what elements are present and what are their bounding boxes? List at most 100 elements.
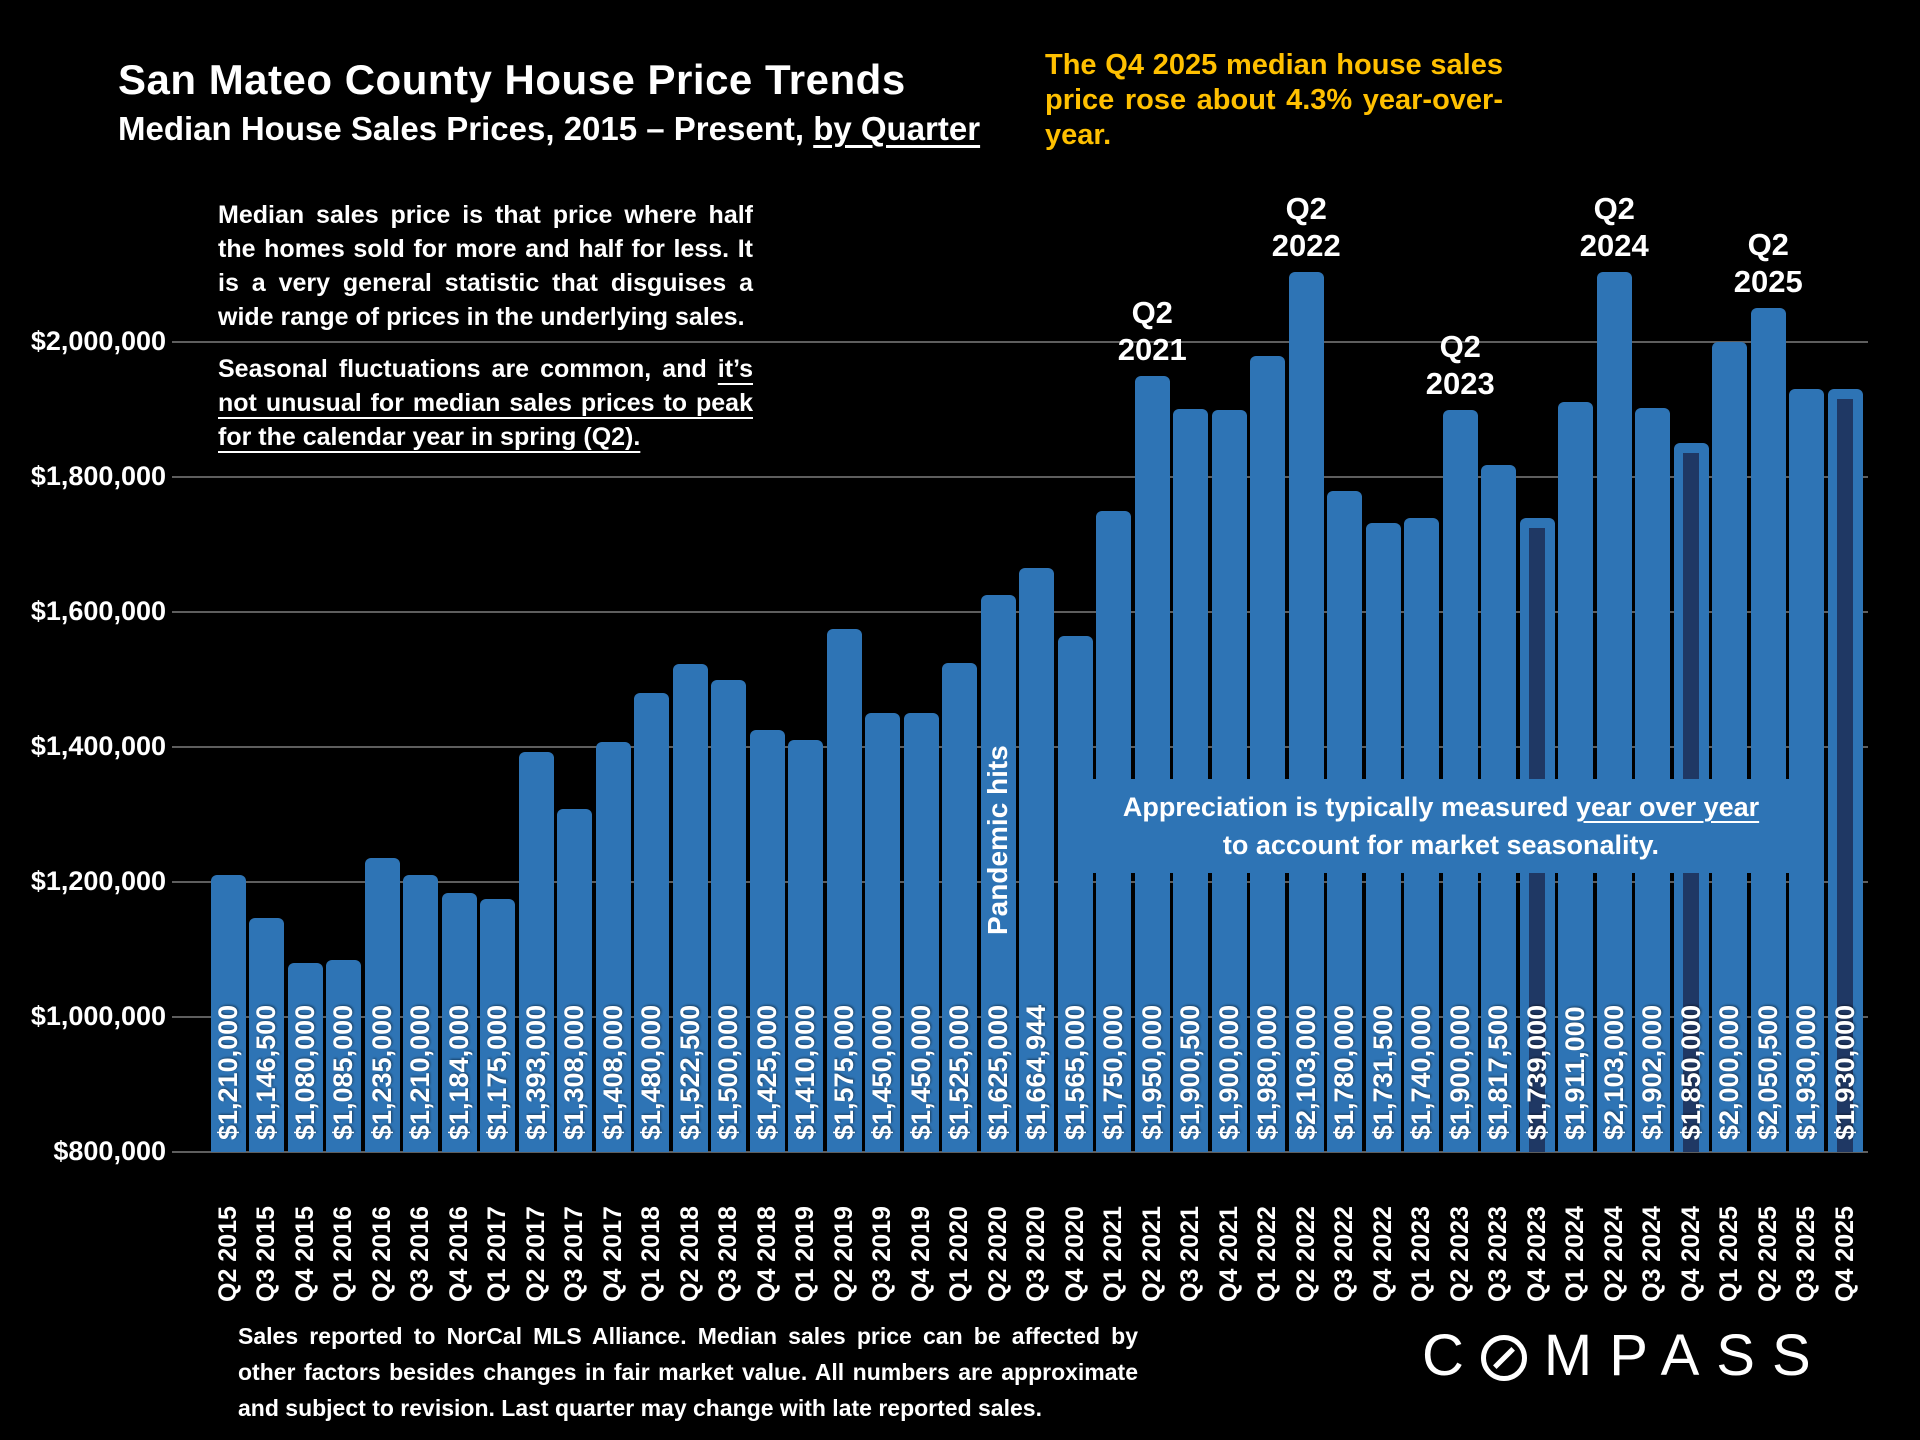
x-axis-label-Q3-2016: Q3 2016 bbox=[406, 1206, 435, 1302]
bar-Q3-2018 bbox=[711, 679, 747, 1152]
x-axis-label-Q3-2023: Q3 2023 bbox=[1484, 1206, 1513, 1302]
bar-value-label-Q4-2024: $1,850,000 bbox=[1675, 1004, 1706, 1140]
subtitle-text: Median House Sales Prices, 2015 – Presen… bbox=[118, 110, 814, 147]
gridline-1800000 bbox=[172, 476, 1868, 478]
y-axis-label-1200000: $1,200,000 bbox=[30, 866, 166, 896]
bar-value-label-Q2-2018: $1,522,500 bbox=[674, 1004, 705, 1140]
bar-value-label-Q4-2023: $1,739,000 bbox=[1521, 1004, 1552, 1140]
bar-Q3-2019 bbox=[865, 713, 901, 1152]
bar-value-label-Q3-2018: $1,500,000 bbox=[713, 1004, 744, 1140]
x-axis-label-Q4-2020: Q4 2020 bbox=[1060, 1206, 1089, 1302]
x-axis-label-Q1-2021: Q1 2021 bbox=[1099, 1206, 1128, 1302]
bar-Q4-2016 bbox=[441, 892, 477, 1152]
bar-value-label-Q3-2016: $1,210,000 bbox=[405, 1004, 436, 1140]
x-axis-label-Q2-2025: Q2 2025 bbox=[1753, 1206, 1782, 1302]
bar-Q2-2022 bbox=[1288, 272, 1324, 1152]
x-axis-label-Q3-2018: Q3 2018 bbox=[714, 1206, 743, 1302]
appreciation-note-plain: Appreciation is typically measured bbox=[1122, 792, 1576, 822]
bar-Q3-2025 bbox=[1789, 389, 1825, 1152]
bar-value-label-Q2-2021: $1,950,000 bbox=[1136, 1004, 1167, 1140]
bar-Q2-2021 bbox=[1134, 375, 1170, 1152]
bar-value-label-Q4-2016: $1,184,000 bbox=[443, 1004, 474, 1140]
bar-value-label-Q1-2019: $1,410,000 bbox=[790, 1004, 821, 1140]
bar-Q1-2024 bbox=[1558, 402, 1594, 1152]
subtitle-underlined-text: by Quarter bbox=[813, 110, 981, 147]
bar-value-label-Q4-2022: $1,731,500 bbox=[1367, 1004, 1398, 1140]
bar-value-label-Q2-2017: $1,393,000 bbox=[520, 1004, 551, 1140]
bar-Q1-2020 bbox=[942, 662, 978, 1152]
paragraph-seasonality-underlined: it’s not unusual for median sales prices… bbox=[218, 355, 753, 451]
bar-Q3-2015 bbox=[249, 918, 285, 1152]
x-axis-label-Q4-2022: Q4 2022 bbox=[1368, 1206, 1397, 1302]
bar-value-label-Q3-2023: $1,817,500 bbox=[1483, 1004, 1514, 1140]
page-title: San Mateo County House Price Trends bbox=[118, 56, 906, 103]
peak-annotation-Q2-2025: Q2 2025 bbox=[1733, 226, 1803, 299]
page-subtitle: Median House Sales Prices, 2015 – Presen… bbox=[118, 110, 980, 148]
x-axis-label-Q1-2024: Q1 2024 bbox=[1561, 1206, 1590, 1302]
gridline-2000000 bbox=[172, 341, 1868, 343]
appreciation-note: Appreciation is typically measured year … bbox=[1085, 779, 1797, 873]
bar-value-label-Q4-2021: $1,900,000 bbox=[1213, 1004, 1244, 1140]
bar-Q3-2020 bbox=[1019, 568, 1055, 1152]
bar-Q2-2016 bbox=[364, 858, 400, 1152]
bar-value-label-Q3-2020: $1,664,944 bbox=[1021, 1004, 1052, 1140]
x-axis-label-Q3-2017: Q3 2017 bbox=[560, 1206, 589, 1302]
bar-Q2-2015 bbox=[210, 875, 246, 1152]
bar-Q1-2018 bbox=[634, 693, 670, 1152]
bar-value-label-Q3-2025: $1,930,000 bbox=[1791, 1004, 1822, 1140]
bar-value-label-Q2-2016: $1,235,000 bbox=[366, 1004, 397, 1140]
bar-Q3-2016 bbox=[403, 875, 439, 1152]
x-axis-label-Q4-2015: Q4 2015 bbox=[290, 1206, 319, 1302]
pandemic-hits-annotation: Pandemic hits bbox=[982, 745, 1014, 935]
bar-value-label-Q3-2015: $1,146,500 bbox=[251, 1004, 282, 1140]
bar-value-label-Q4-2020: $1,565,000 bbox=[1059, 1004, 1090, 1140]
bar-Q2-2017 bbox=[518, 751, 554, 1152]
bar-value-label-Q2-2022: $2,103,000 bbox=[1290, 1004, 1321, 1140]
x-axis-label-Q2-2024: Q2 2024 bbox=[1599, 1206, 1628, 1302]
bar-value-label-Q2-2019: $1,575,000 bbox=[828, 1004, 859, 1140]
bar-Q2-2024 bbox=[1596, 272, 1632, 1152]
x-axis-label-Q2-2017: Q2 2017 bbox=[521, 1206, 550, 1302]
bar-Q4-2018 bbox=[749, 730, 785, 1152]
bar-value-label-Q2-2024: $2,103,000 bbox=[1598, 1004, 1629, 1140]
bar-value-label-Q1-2024: $1,911,000 bbox=[1560, 1006, 1591, 1140]
bar-Q1-2016 bbox=[326, 959, 362, 1152]
compass-needle-icon bbox=[1492, 1346, 1515, 1369]
footnote: Sales reported to NorCal MLS Alliance. M… bbox=[238, 1323, 1138, 1421]
bar-Q1-2022 bbox=[1250, 355, 1286, 1152]
x-axis-label-Q1-2016: Q1 2016 bbox=[329, 1206, 358, 1302]
y-axis-label-800000: $800,000 bbox=[53, 1136, 166, 1166]
paragraph-seasonality: Seasonal fluctuations are common, and it… bbox=[218, 352, 753, 454]
x-axis-label-Q4-2019: Q4 2019 bbox=[906, 1206, 935, 1302]
x-axis-label-Q2-2022: Q2 2022 bbox=[1291, 1206, 1320, 1302]
x-axis-label-Q4-2018: Q4 2018 bbox=[752, 1206, 781, 1302]
bar-Q1-2017 bbox=[480, 898, 516, 1152]
peak-annotation-Q2-2023: Q2 2023 bbox=[1425, 328, 1495, 401]
x-axis-label-Q4-2025: Q4 2025 bbox=[1830, 1206, 1859, 1302]
gridline-800000 bbox=[172, 1151, 1868, 1153]
bar-Q3-2017 bbox=[557, 809, 593, 1152]
x-axis-label-Q2-2023: Q2 2023 bbox=[1445, 1206, 1474, 1302]
peak-annotation-Q2-2024: Q2 2024 bbox=[1579, 191, 1649, 264]
bar-Q2-2020 bbox=[980, 595, 1016, 1152]
x-axis-label-Q1-2019: Q1 2019 bbox=[791, 1206, 820, 1302]
x-axis-label-Q1-2018: Q1 2018 bbox=[637, 1206, 666, 1302]
bar-value-label-Q2-2015: $1,210,000 bbox=[212, 1004, 243, 1140]
x-axis-label-Q1-2025: Q1 2025 bbox=[1715, 1206, 1744, 1302]
bar-Q4-2015 bbox=[287, 963, 323, 1152]
bar-Q2-2025 bbox=[1750, 307, 1786, 1152]
appreciation-note-line2: to account for market seasonality. bbox=[1222, 830, 1660, 860]
compass-logo: C MPASS bbox=[1422, 1322, 1828, 1389]
y-axis-label-1000000: $1,000,000 bbox=[30, 1001, 166, 1031]
x-axis-label-Q2-2020: Q2 2020 bbox=[983, 1206, 1012, 1302]
x-axis-label-Q1-2020: Q1 2020 bbox=[945, 1206, 974, 1302]
x-axis-label-Q3-2021: Q3 2021 bbox=[1176, 1206, 1205, 1302]
y-axis-label-1600000: $1,600,000 bbox=[30, 596, 166, 626]
x-axis-label-Q2-2016: Q2 2016 bbox=[367, 1206, 396, 1302]
y-axis-label-2000000: $2,000,000 bbox=[30, 326, 166, 356]
y-axis-label-1800000: $1,800,000 bbox=[30, 461, 166, 491]
x-axis-label-Q2-2015: Q2 2015 bbox=[213, 1206, 242, 1302]
bar-Q4-2017 bbox=[595, 741, 631, 1152]
bar-value-label-Q1-2016: $1,085,000 bbox=[328, 1004, 359, 1140]
